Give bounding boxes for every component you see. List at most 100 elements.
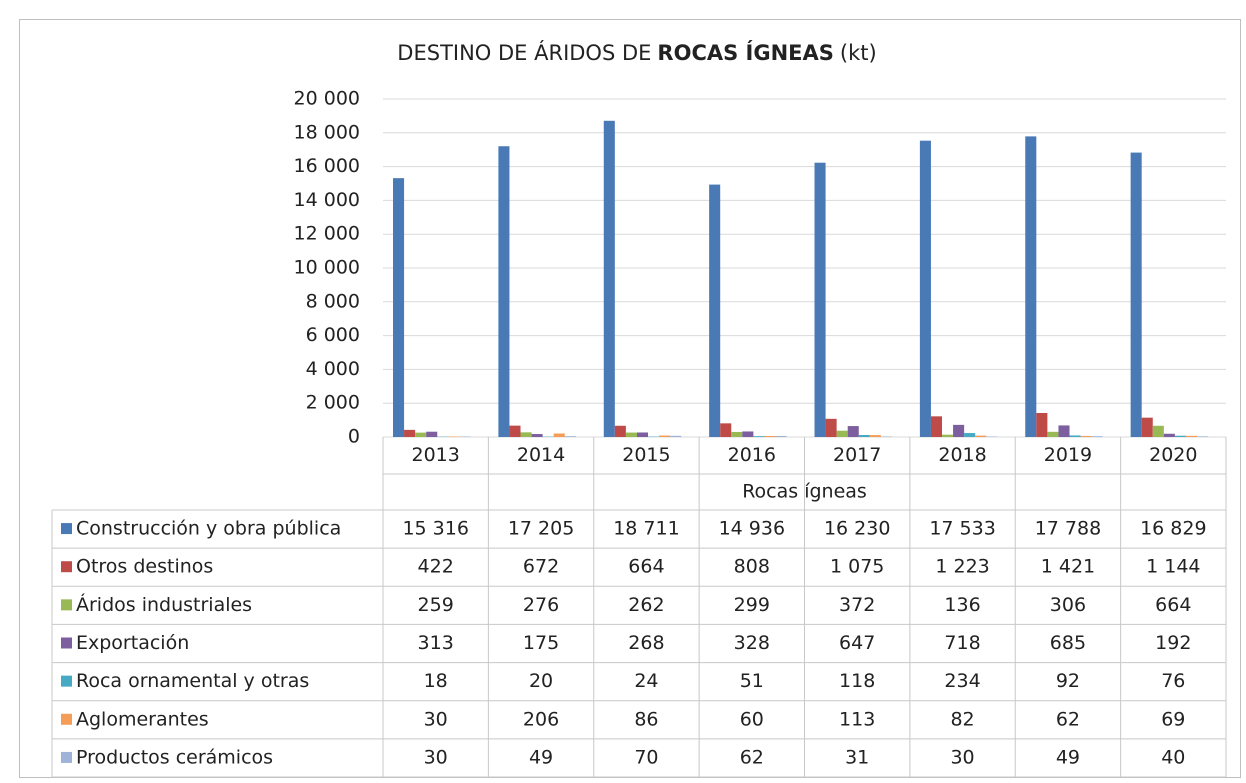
table-value: 15 316 bbox=[402, 518, 468, 540]
table-value: 1 223 bbox=[935, 556, 989, 578]
bar bbox=[709, 184, 721, 437]
table-value: 234 bbox=[944, 670, 980, 692]
bar bbox=[1185, 435, 1198, 437]
bar bbox=[459, 436, 471, 437]
table-value: 206 bbox=[523, 708, 559, 730]
bar bbox=[448, 436, 460, 437]
bar bbox=[614, 425, 626, 437]
legend-swatch bbox=[61, 561, 72, 573]
table-value: 718 bbox=[944, 632, 980, 654]
y-tick-label: 12 000 bbox=[294, 223, 360, 245]
bar bbox=[498, 146, 510, 437]
bar bbox=[964, 433, 976, 437]
table-value: 664 bbox=[1155, 594, 1191, 616]
bar bbox=[659, 435, 671, 437]
bar bbox=[625, 432, 637, 437]
table-value: 82 bbox=[950, 708, 974, 730]
table-value: 664 bbox=[628, 556, 664, 578]
bar bbox=[1058, 425, 1070, 437]
y-tick-label: 18 000 bbox=[294, 121, 360, 143]
legend-label: Exportación bbox=[76, 632, 189, 654]
bar bbox=[1141, 417, 1153, 437]
bar bbox=[858, 435, 870, 437]
bar bbox=[564, 436, 576, 437]
x-tick-label: 2013 bbox=[412, 444, 460, 466]
table-value: 16 829 bbox=[1140, 518, 1206, 540]
table-value: 372 bbox=[839, 594, 875, 616]
table-value: 76 bbox=[1161, 670, 1185, 692]
chart-title: DESTINO DE ÁRIDOS DE ROCAS ÍGNEAS (kt) bbox=[397, 40, 876, 65]
bar bbox=[720, 423, 732, 437]
x-tick-label: 2019 bbox=[1044, 444, 1092, 466]
table-value: 17 788 bbox=[1035, 518, 1101, 540]
table-value: 51 bbox=[740, 670, 764, 692]
bar bbox=[731, 431, 743, 437]
table-value: 86 bbox=[634, 708, 658, 730]
legend-swatch bbox=[61, 751, 72, 763]
table-value: 70 bbox=[634, 746, 658, 768]
table-value: 299 bbox=[734, 594, 770, 616]
table-value: 16 230 bbox=[824, 518, 890, 540]
legend-label: Otros destinos bbox=[76, 556, 213, 578]
table-value: 18 711 bbox=[613, 518, 679, 540]
legend-swatch bbox=[61, 599, 72, 611]
bar bbox=[825, 418, 837, 437]
table-value: 62 bbox=[1056, 708, 1080, 730]
table-value: 1 144 bbox=[1146, 556, 1200, 578]
bar bbox=[764, 435, 776, 437]
table-value: 262 bbox=[628, 594, 664, 616]
table-value: 30 bbox=[424, 746, 448, 768]
bar bbox=[1036, 412, 1048, 437]
bar bbox=[814, 162, 826, 437]
table-value: 422 bbox=[418, 556, 454, 578]
bar bbox=[1091, 436, 1103, 437]
legend-label: Áridos industriales bbox=[76, 593, 252, 616]
bar bbox=[847, 426, 859, 437]
table-value: 192 bbox=[1155, 632, 1191, 654]
x-tick-label: 2014 bbox=[517, 444, 565, 466]
table-value: 313 bbox=[418, 632, 454, 654]
table-value: 62 bbox=[740, 746, 764, 768]
y-tick-label: 8 000 bbox=[306, 290, 360, 312]
table-value: 259 bbox=[418, 594, 454, 616]
table-value: 20 bbox=[529, 670, 553, 692]
table-value: 24 bbox=[634, 670, 658, 692]
bar bbox=[975, 435, 987, 437]
bar bbox=[531, 434, 543, 437]
bar bbox=[509, 425, 521, 437]
bar bbox=[986, 436, 998, 437]
table-value: 1 075 bbox=[830, 556, 884, 578]
bar bbox=[1047, 431, 1059, 437]
legend-label: Roca ornamental y otras bbox=[76, 670, 309, 692]
bar bbox=[670, 435, 682, 437]
title-part: (kt) bbox=[840, 41, 877, 65]
legend-swatch bbox=[61, 637, 72, 649]
table-value: 685 bbox=[1050, 632, 1086, 654]
table-value: 49 bbox=[1056, 746, 1080, 768]
table-value: 672 bbox=[523, 556, 559, 578]
bar bbox=[953, 424, 965, 437]
bar bbox=[880, 436, 892, 437]
table-value: 328 bbox=[734, 632, 770, 654]
table-value: 17 533 bbox=[929, 518, 995, 540]
legend-swatch bbox=[61, 523, 72, 535]
table-value: 118 bbox=[839, 670, 875, 692]
table-value: 18 bbox=[424, 670, 448, 692]
table-value: 60 bbox=[740, 708, 764, 730]
bar bbox=[742, 431, 754, 437]
bar bbox=[1174, 435, 1186, 437]
table-value: 136 bbox=[944, 594, 980, 616]
group-label: Rocas ígneas bbox=[742, 481, 867, 503]
table-value: 306 bbox=[1050, 594, 1086, 616]
table-value: 175 bbox=[523, 632, 559, 654]
table-value: 40 bbox=[1161, 746, 1185, 768]
y-tick-label: 10 000 bbox=[294, 257, 360, 279]
bar bbox=[1130, 152, 1142, 437]
bar bbox=[426, 431, 438, 437]
y-tick-label: 14 000 bbox=[294, 189, 360, 211]
bar bbox=[404, 429, 416, 437]
bar bbox=[775, 435, 787, 437]
legend-swatch bbox=[61, 675, 72, 687]
bar bbox=[1080, 435, 1092, 437]
y-tick-label: 16 000 bbox=[294, 155, 360, 177]
